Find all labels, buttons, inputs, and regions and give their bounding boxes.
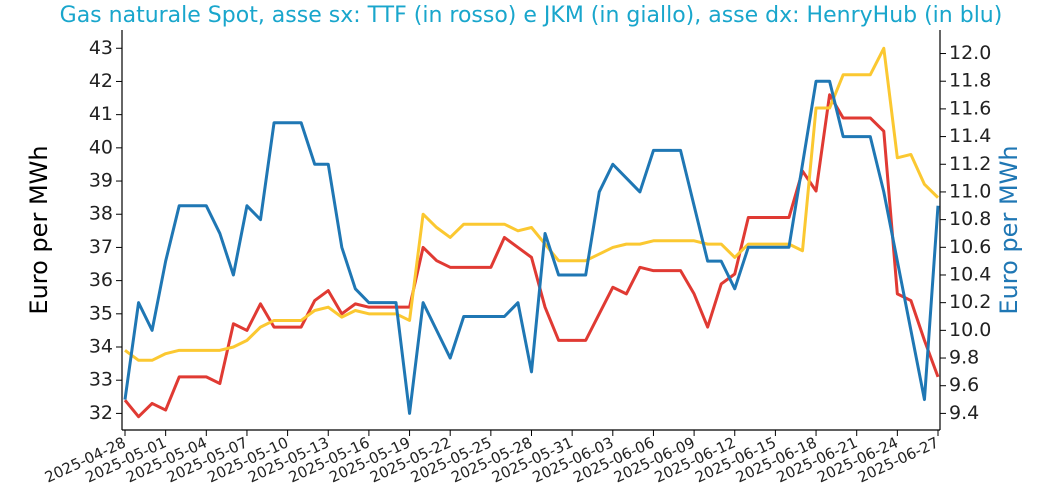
y2-tick-label: 11.0	[949, 180, 991, 202]
y-tick-label: 42	[89, 70, 113, 92]
y-tick-label: 34	[89, 336, 113, 358]
series-line	[124, 46, 940, 362]
y2-tick-label: 11.8	[949, 70, 991, 92]
y-tick-label: 39	[89, 170, 113, 192]
y-tick-label: 33	[89, 369, 113, 391]
y2-tick-label: 11.2	[949, 153, 991, 175]
y-tick-label: 41	[89, 103, 113, 125]
y-axis-label: Euro per MWh	[25, 145, 53, 314]
y2-tick-label: 10.8	[949, 208, 991, 230]
y-tick-label: 32	[89, 402, 113, 424]
chart-title: Gas naturale Spot, asse sx: TTF (in ross…	[60, 3, 1003, 28]
y-tick-label: 35	[89, 302, 113, 324]
y2-tick-label: 10.0	[949, 319, 991, 341]
y2-tick-label: 9.8	[949, 347, 979, 369]
y2-tick-label: 10.4	[949, 263, 991, 285]
series-line	[123, 79, 940, 415]
y-tick-label: 40	[89, 136, 113, 158]
y2-tick-label: 9.4	[949, 402, 979, 424]
y2-tick-label: 10.6	[949, 236, 991, 258]
y-tick-label: 36	[89, 269, 113, 291]
y2-tick-label: 11.4	[949, 125, 991, 147]
y2-tick-label: 10.2	[949, 291, 991, 313]
y-tick-label: 43	[89, 37, 113, 59]
y2-tick-label: 12.0	[949, 42, 991, 64]
y-tick-label: 38	[89, 203, 113, 225]
y2-axis-label: Euro per MWh	[995, 145, 1023, 314]
y2-tick-label: 9.6	[949, 374, 979, 396]
y2-tick-label: 11.6	[949, 97, 991, 119]
y-tick-label: 37	[89, 236, 113, 258]
